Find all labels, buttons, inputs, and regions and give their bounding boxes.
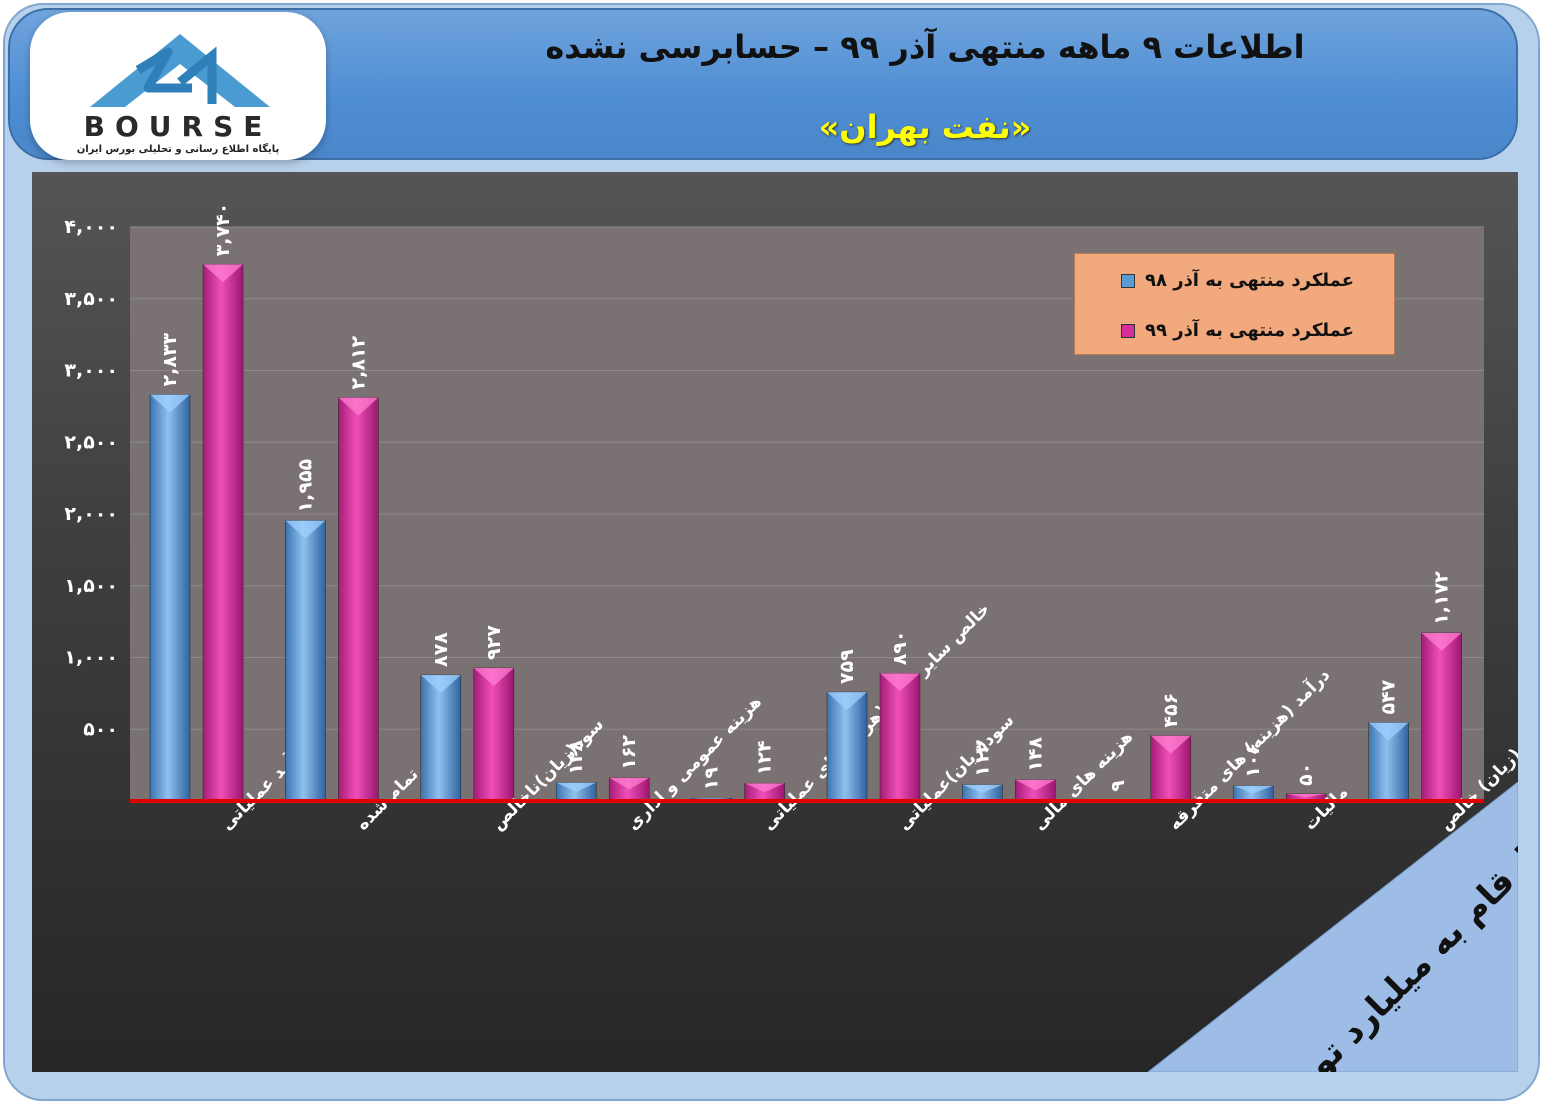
bar-cap xyxy=(880,673,920,692)
bar-99-0 xyxy=(202,264,244,802)
bar-chart: ۵۰۰ ۱,۰۰۰ ۱,۵۰۰ ۲,۰۰۰ ۲,۵۰۰ ۳,۰۰۰ ۳,۵۰۰ ۴,۰۰۰ ۲,… xyxy=(64,203,1518,835)
bar-cap xyxy=(691,798,732,800)
bar-cap xyxy=(827,692,867,711)
bar-cap xyxy=(338,397,379,416)
data-label: ۱۱۳ xyxy=(971,742,993,777)
bar-cap xyxy=(1150,735,1191,754)
data-label: ۱,۱۷۲ xyxy=(1431,571,1453,625)
company-name: «نفت بهران» xyxy=(818,108,1032,146)
data-label: ۷۵۹ xyxy=(836,649,858,684)
data-label: ۸۹۰ xyxy=(889,630,911,665)
bar-99-9 xyxy=(1421,632,1462,802)
data-label: ۱۲۸ xyxy=(565,739,587,774)
data-label: ۸۷۸ xyxy=(430,632,452,667)
data-label: ۹۲۷ xyxy=(483,625,505,660)
bar-cap xyxy=(473,667,514,686)
data-label: ۲,۸۳۳ xyxy=(159,332,181,386)
data-label: ۱۹ xyxy=(701,767,723,791)
y-tick-label: ۱,۰۰۰ xyxy=(64,647,118,669)
data-label: ۱۶۲ xyxy=(618,735,640,770)
bar-98-2 xyxy=(420,674,462,802)
bar-cap xyxy=(1421,632,1462,651)
data-label: ۳,۷۴۰ xyxy=(212,203,234,257)
legend-label-series1: عملکرد منتهی به آذر ۹۸ xyxy=(1144,270,1354,291)
bar-98-0 xyxy=(149,394,191,802)
legend-swatch-series1 xyxy=(1121,274,1135,288)
bourse-logo-icon xyxy=(90,34,270,107)
bar-cap xyxy=(150,394,190,413)
bar-99-2 xyxy=(473,667,515,802)
logo-tagline: پایگاه اطلاع رسانی و تحلیلی بورس ایران xyxy=(76,144,280,155)
y-tick-label: ۳,۵۰۰ xyxy=(64,288,118,310)
bar-cap xyxy=(1233,785,1274,794)
y-tick-label: ۲,۵۰۰ xyxy=(64,431,118,453)
logo: BOURSE پایگاه اطلاع رسانی و تحلیلی بورس … xyxy=(30,12,326,160)
legend: عملکرد منتهی به آذر ۹۸ عملکرد منتهی به آ… xyxy=(1074,253,1395,355)
bar-cap xyxy=(1368,722,1409,741)
y-tick-label: ۴,۰۰۰ xyxy=(64,216,118,238)
data-label: ۵۰ xyxy=(1295,763,1317,786)
bar-cap xyxy=(556,782,597,792)
bar-99-5 xyxy=(879,673,921,802)
bar-cap xyxy=(744,783,785,793)
bar-cap xyxy=(1286,793,1327,798)
y-tick-label: ۱,۵۰۰ xyxy=(64,575,118,597)
bar-98-5 xyxy=(826,691,868,802)
data-label: ۲,۸۱۲ xyxy=(347,335,369,389)
unit-note-banner: ارقام به میلیارد تومان xyxy=(1148,782,1518,1072)
bar-cap xyxy=(1015,779,1056,791)
logo-brand: BOURSE xyxy=(83,110,273,143)
data-label: ۱۲۴ xyxy=(754,740,776,775)
y-tick-label: ۲,۰۰۰ xyxy=(64,503,118,525)
page-title: اطلاعات ۹ ماهه منتهی آذر ۹۹ – حسابرسی نش… xyxy=(545,28,1305,66)
data-label: ۵۴۷ xyxy=(1378,679,1400,714)
bar-99-1 xyxy=(338,397,379,802)
bar-cap xyxy=(203,264,243,283)
y-tick-label: ۳,۰۰۰ xyxy=(64,360,118,382)
bar-cap xyxy=(962,784,1003,793)
data-label: ۹ xyxy=(1107,780,1129,792)
legend-label-series2: عملکرد منتهی به آذر ۹۹ xyxy=(1144,320,1354,341)
data-label: ۱۰۶ xyxy=(1242,743,1264,778)
data-label: ۱۴۸ xyxy=(1024,737,1046,772)
y-tick-label: ۵۰۰ xyxy=(83,718,118,740)
data-label: ۴۵۶ xyxy=(1160,693,1182,728)
bar-cap xyxy=(420,675,461,694)
bar-98-1 xyxy=(285,520,326,802)
data-label: ۱,۹۵۵ xyxy=(294,458,316,512)
bar-cap xyxy=(609,777,650,790)
bar-cap xyxy=(285,520,326,539)
legend-swatch-series2 xyxy=(1121,324,1135,338)
